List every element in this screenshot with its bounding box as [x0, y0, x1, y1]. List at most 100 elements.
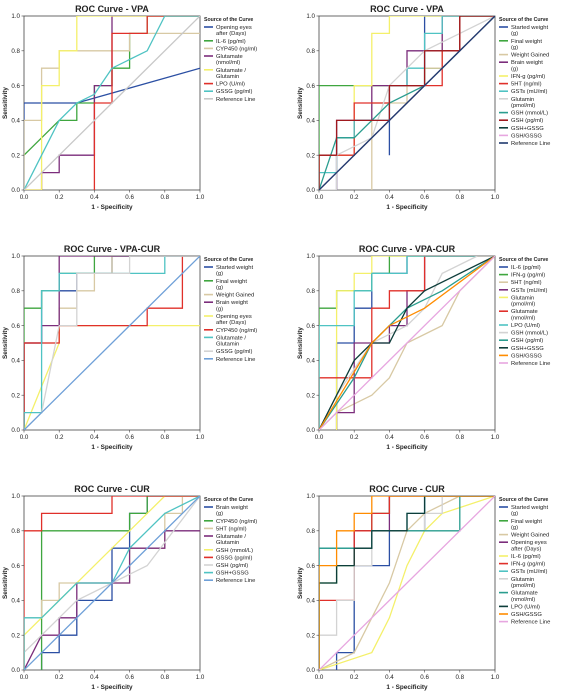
roc-panel-5: ROC Curve - CUR 0.0 0.2 0.4 0.6 0.8 1.0 0.0 0.2 0…	[2, 484, 257, 691]
legend-label: IFN-g (pg/ml)	[511, 562, 545, 568]
series-line-gsh-pg-ml	[319, 16, 495, 190]
legend-label: GSH/GSSG	[511, 612, 542, 618]
x-tick-label: 0.0	[315, 674, 324, 681]
legend-item: Weight Gained	[499, 533, 549, 539]
series-line-weight-gained	[319, 496, 495, 670]
legend-label: GSTs (mU/ml)	[511, 569, 547, 575]
y-tick-label: 0.4	[306, 598, 315, 605]
legend-item: Started weight (g)	[204, 265, 253, 277]
y-tick-label: 1.0	[306, 493, 315, 500]
series-group	[319, 256, 495, 430]
legend-title: Source of the Curve	[499, 257, 548, 263]
x-tick-label: 0.8	[455, 434, 464, 441]
legend-item: Final weight (g)	[499, 519, 542, 531]
legend-item: Brain weight (g)	[204, 300, 248, 312]
legend-label: GSSG (pg/ml)	[216, 349, 252, 355]
legend-label: Brain weight (g)	[511, 60, 543, 72]
legend-label: LPO (U/ml)	[216, 82, 245, 88]
legend-item: GSSG (pg/ml)	[204, 555, 252, 561]
legend-label: CYP450 (ng/ml)	[216, 46, 257, 52]
series-line-reference-line	[319, 256, 495, 430]
series-line-gssg-pg-ml	[24, 256, 200, 430]
legend-label: Reference Line	[511, 620, 550, 626]
series-line-reference-line	[24, 496, 200, 670]
series-group	[24, 496, 200, 670]
x-tick-label: 0.4	[385, 194, 394, 201]
x-tick-label: 0.6	[125, 194, 134, 201]
legend-label: GSTs (mU/ml)	[511, 89, 547, 95]
y-tick-label: 0.2	[306, 632, 315, 639]
y-tick-label: 0.0	[11, 427, 20, 434]
x-tick-label: 0.4	[385, 434, 394, 441]
y-axis-label: Sensitivity	[2, 327, 9, 359]
y-tick-label: 0.6	[306, 83, 315, 90]
roc-panel-6: ROC Curve - CUR 0.0 0.2 0.4 0.6 0.8 1.0 0.0 0.2 0…	[297, 484, 550, 691]
x-axis-label: 1 - Specificity	[386, 204, 428, 211]
legend-label: GSH+GSSG	[216, 571, 249, 577]
y-axis-label: Sensitivity	[2, 87, 9, 119]
legend-item: Reference Line	[204, 357, 255, 363]
series-group	[24, 256, 200, 430]
series-line-glutamate-glutamin	[24, 256, 200, 430]
legend-label: Weight Gained	[216, 293, 254, 299]
series-line-gsh-gssg	[319, 256, 495, 430]
y-axis-label: Sensitivity	[297, 87, 304, 119]
legend-item: GSH (mmol/L)	[499, 111, 548, 117]
x-tick-label: 0.0	[20, 194, 29, 201]
legend-item: GSTs (mU/ml)	[499, 569, 547, 575]
x-tick-label: 0.0	[315, 194, 324, 201]
legend-item: GSH/GSSG	[499, 353, 542, 359]
y-tick-label: 0.2	[306, 392, 315, 399]
y-tick-label: 0.6	[306, 563, 315, 570]
chart-title: ROC Curve - VPA-CUR	[64, 244, 161, 254]
x-tick-label: 0.0	[20, 674, 29, 681]
x-tick-label: 0.6	[125, 674, 134, 681]
chart-title: ROC Curve - CUR	[74, 484, 150, 494]
y-axis-label: Sensitivity	[2, 567, 9, 599]
series-line-5ht-ng-ml	[319, 256, 495, 430]
x-tick-label: 0.8	[160, 674, 169, 681]
y-tick-label: 0.6	[11, 323, 20, 330]
x-tick-label: 0.2	[55, 674, 64, 681]
y-tick-label: 0.0	[306, 667, 315, 674]
y-tick-label: 0.8	[306, 48, 315, 55]
legend-item: GSTs (mU/ml)	[499, 89, 547, 95]
series-line-gsh-gssg	[319, 496, 495, 670]
legend-label: Glutamin (pmol/ml)	[511, 97, 535, 109]
legend-item: Reference Line	[499, 361, 550, 367]
legend-item: Reference Line	[499, 141, 550, 147]
y-tick-label: 0.2	[11, 392, 20, 399]
y-tick-label: 0.0	[306, 187, 315, 194]
y-tick-label: 0.0	[306, 427, 315, 434]
legend-item: Glutamate / Glutamin	[204, 68, 246, 80]
legend-label: Final weight (g)	[511, 39, 542, 51]
series-line-glutamate-nmol-ml	[319, 256, 495, 430]
series-line-glutamin-pmol-ml	[335, 256, 495, 430]
legend-item: Opening eyes after (Days)	[204, 314, 252, 326]
legend-item: Reference Line	[204, 578, 255, 584]
x-axis-label: 1 - Specificity	[386, 444, 428, 451]
x-tick-label: 0.6	[125, 434, 134, 441]
legend-label: Reference Line	[216, 97, 255, 103]
y-axis-label: Sensitivity	[297, 327, 304, 359]
y-tick-label: 0.6	[11, 563, 20, 570]
y-tick-label: 0.2	[306, 152, 315, 159]
legend-label: Final weight (g)	[216, 279, 247, 291]
x-tick-label: 0.2	[55, 434, 64, 441]
series-line-glutamin-pmol-ml	[319, 496, 495, 670]
legend-label: Weight Gained	[511, 53, 549, 59]
roc-panel-4: ROC Curve - VPA-CUR 0.0 0.2 0.4 0.6 0.8 1.0 0.0…	[297, 244, 550, 451]
y-tick-label: 1.0	[306, 253, 315, 260]
x-tick-label: 0.0	[20, 434, 29, 441]
roc-panel-3: ROC Curve - VPA-CUR 0.0 0.2 0.4 0.6 0.8 1.0 0.0…	[2, 244, 257, 451]
legend-label: GSH+GSSG	[511, 346, 544, 352]
legend-item: IL-6 (pg/ml)	[204, 39, 246, 45]
x-tick-label: 0.4	[90, 194, 99, 201]
legend-item: GSSG (pg/ml)	[204, 349, 252, 355]
legend-item: GSSG (pg/ml)	[204, 89, 252, 95]
y-tick-label: 0.0	[11, 187, 20, 194]
legend-label: IFN-g (pg/ml)	[511, 74, 545, 80]
x-axis-label: 1 - Specificity	[91, 684, 133, 691]
legend-item: Final weight (g)	[204, 279, 247, 291]
legend-label: LPO (U/ml)	[511, 604, 540, 610]
